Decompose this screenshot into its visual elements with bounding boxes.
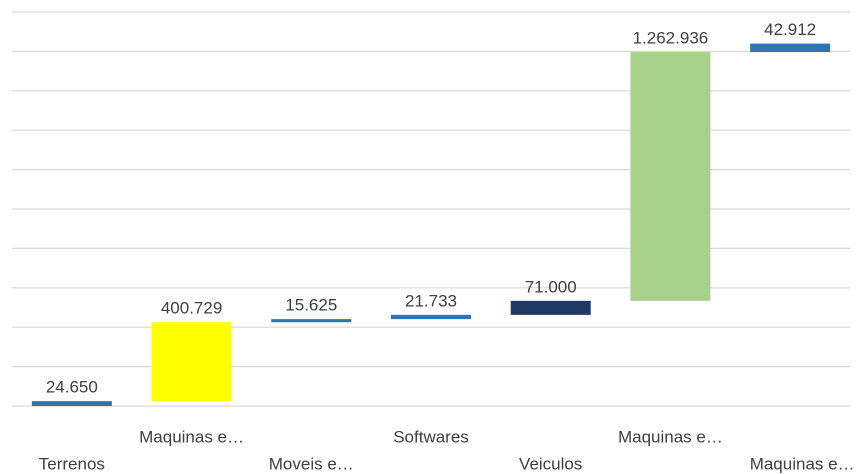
value-label: 21.733 (405, 291, 457, 310)
bar (630, 52, 711, 301)
value-label: 15.625 (285, 296, 337, 315)
bar (510, 300, 591, 315)
bar (391, 314, 471, 320)
bar (31, 401, 112, 406)
x-tick-label: Maquinas e… (139, 427, 244, 446)
x-tick-label: Maquinas e… (618, 427, 723, 446)
x-tick-label: Terrenos (39, 454, 105, 473)
x-tick-label: Moveis e… (269, 454, 354, 473)
bar (271, 319, 352, 323)
x-tick-label: Veiculos (519, 454, 582, 473)
value-label: 400.729 (161, 299, 222, 318)
value-label: 71.000 (525, 277, 577, 296)
value-label: 42.912 (764, 20, 816, 39)
bar (750, 43, 831, 53)
value-label: 24.650 (46, 378, 98, 397)
x-tick-label: Maquinas e… (750, 454, 855, 473)
value-label: 1.262.936 (633, 29, 709, 48)
bar (151, 322, 232, 402)
x-tick-label: Softwares (393, 427, 469, 446)
